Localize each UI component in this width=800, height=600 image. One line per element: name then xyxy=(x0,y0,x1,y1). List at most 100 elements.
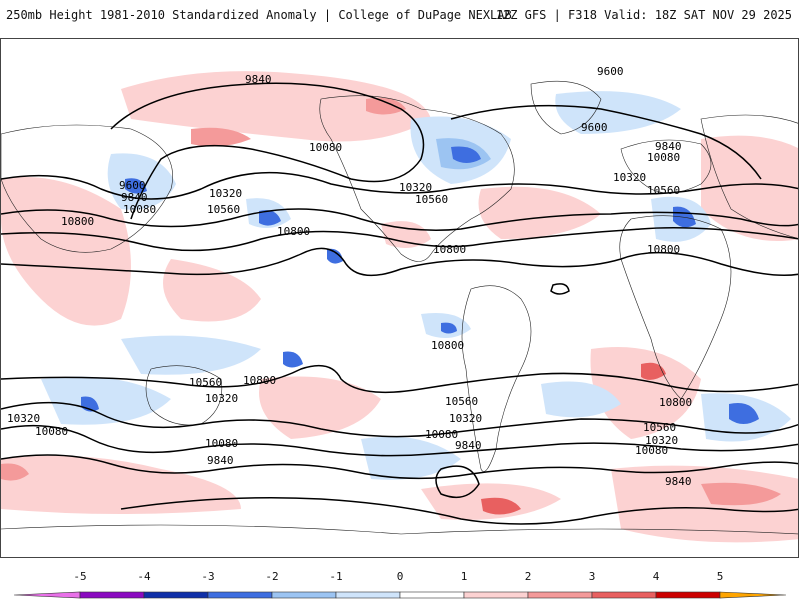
colorbar: -5 -4 -3 -2 -1 0 1 2 3 4 5 xyxy=(0,570,800,600)
colorbar-segment xyxy=(399,591,465,599)
contour-label: 10560 xyxy=(647,184,680,197)
anomaly-moderate-negative-area xyxy=(327,248,343,264)
run-info: 12Z GFS | F318 Valid: 18Z SAT NOV 29 202… xyxy=(495,8,792,22)
anomaly-negative-area xyxy=(361,436,461,480)
colorbar-tick-label: 3 xyxy=(588,570,596,583)
contour-label: 10320 xyxy=(205,392,238,405)
contour-label: 10080 xyxy=(123,203,156,216)
anomaly-strong-negative-area xyxy=(729,403,759,424)
colorbar-segment xyxy=(655,591,721,599)
contour-10800-nh xyxy=(1,247,798,277)
coastline-antarctica xyxy=(1,524,798,535)
height-contours xyxy=(1,82,798,525)
contour-label: 9840 xyxy=(655,140,682,153)
contour-label: 10080 xyxy=(425,428,458,441)
contour-label: 9840 xyxy=(455,439,482,452)
colorbar-segment xyxy=(335,591,401,599)
contour-label: 10800 xyxy=(61,215,94,228)
anomaly-strong-positive-area xyxy=(641,362,666,380)
colorbar-segment xyxy=(463,591,529,599)
anomaly-strong-positive-area xyxy=(701,482,781,506)
anomaly-strong-positive-area xyxy=(1,463,29,481)
anomaly-strong-positive-area xyxy=(191,127,251,147)
contour-label: 9840 xyxy=(665,475,692,488)
anomaly-strong-negative-area xyxy=(451,146,481,163)
colorbar-tick-label: -2 xyxy=(265,570,279,583)
anomaly-positive-area xyxy=(121,71,431,142)
anomaly-negative-area xyxy=(121,335,261,375)
colorbar-tick-label: 2 xyxy=(524,570,532,583)
contour-label: 10320 xyxy=(449,412,482,425)
colorbar-segment xyxy=(79,591,145,599)
anomaly-positive-area xyxy=(478,186,601,239)
colorbar-segment xyxy=(143,591,209,599)
contour-label: 10560 xyxy=(207,203,240,216)
contour-label: 10800 xyxy=(431,339,464,352)
anomaly-positive-area xyxy=(701,135,798,241)
anomaly-negative-area xyxy=(541,381,621,418)
anomaly-strong-negative-area xyxy=(259,210,281,226)
coastline-europe xyxy=(620,139,712,194)
contour-10320-nh xyxy=(1,208,798,231)
anomaly-negative-area xyxy=(41,376,171,425)
colorbar-tick-label: -3 xyxy=(201,570,215,583)
colorbar-tick-label: 4 xyxy=(652,570,660,583)
contour-label: 10800 xyxy=(659,396,692,409)
contour-closed-low xyxy=(435,465,480,499)
contour-9840-sh xyxy=(120,497,798,525)
contour-10320-sh xyxy=(1,424,798,457)
contour-label: 9600 xyxy=(597,65,624,78)
contour-label: 9840 xyxy=(245,73,272,86)
colorbar-left-arrow xyxy=(13,591,81,599)
anomaly-positive-area xyxy=(611,465,798,543)
contour-labels: 9840 9600 9600 10080 9600 9840 10080 103… xyxy=(7,65,692,488)
contour-label: 9840 xyxy=(207,454,234,467)
contour-label: 10560 xyxy=(643,421,676,434)
anomaly-moderate-negative-area xyxy=(283,351,303,368)
colorbar-tick-label: 0 xyxy=(396,570,404,583)
anomaly-positive-area xyxy=(259,376,381,439)
contour-label: 10320 xyxy=(209,187,242,200)
anomaly-strong-negative-area xyxy=(673,206,696,228)
header: 250mb Height 1981-2010 Standardized Anom… xyxy=(0,0,800,30)
map-title: 250mb Height 1981-2010 Standardized Anom… xyxy=(6,8,512,22)
contour-label: 10560 xyxy=(415,193,448,206)
anomaly-positive-area xyxy=(1,455,241,514)
contour-10080-sh xyxy=(1,454,798,480)
contour-10560-nh xyxy=(1,227,798,252)
anomaly-strong-positive-area xyxy=(481,497,521,515)
contour-label: 10320 xyxy=(7,412,40,425)
colorbar-tick-label: 5 xyxy=(716,570,724,583)
contour-9600-nh xyxy=(450,104,762,180)
map-panel[interactable]: 9840 9600 9600 10080 9600 9840 10080 103… xyxy=(0,38,799,558)
contour-label: 10080 xyxy=(647,151,680,164)
contour-label: 10800 xyxy=(277,225,310,238)
contour-label: 10080 xyxy=(635,444,668,457)
colorbar-graphic xyxy=(13,591,787,599)
anomaly-positive-area xyxy=(163,259,261,322)
contour-label: 10800 xyxy=(647,243,680,256)
coastline-greenland xyxy=(530,80,602,135)
contour-10800-sh xyxy=(1,364,798,394)
contour-closed-low xyxy=(550,283,570,295)
colorbar-tick-label: -5 xyxy=(73,570,87,583)
colorbar-tick-label: -4 xyxy=(137,570,151,583)
anomaly-positive-area xyxy=(590,347,701,439)
contour-label: 10320 xyxy=(613,171,646,184)
contour-label: 10080 xyxy=(205,437,238,450)
contour-label: 10320 xyxy=(399,181,432,194)
contour-label: 10080 xyxy=(309,141,342,154)
contour-label: 10800 xyxy=(243,374,276,387)
contour-label: 10080 xyxy=(35,425,68,438)
colorbar-segment xyxy=(527,591,593,599)
contour-10560-sh xyxy=(1,401,798,438)
colorbar-right-arrow xyxy=(719,591,787,599)
contour-label: 9840 xyxy=(121,191,148,204)
anomaly-map: 9840 9600 9600 10080 9600 9840 10080 103… xyxy=(1,65,798,543)
anomaly-shading xyxy=(1,71,798,543)
anomaly-strong-positive-area xyxy=(366,97,406,115)
anomaly-moderate-negative-area xyxy=(125,178,147,194)
contour-label: 10560 xyxy=(445,395,478,408)
anomaly-moderate-negative-area xyxy=(441,322,457,334)
colorbar-segment xyxy=(207,591,273,599)
